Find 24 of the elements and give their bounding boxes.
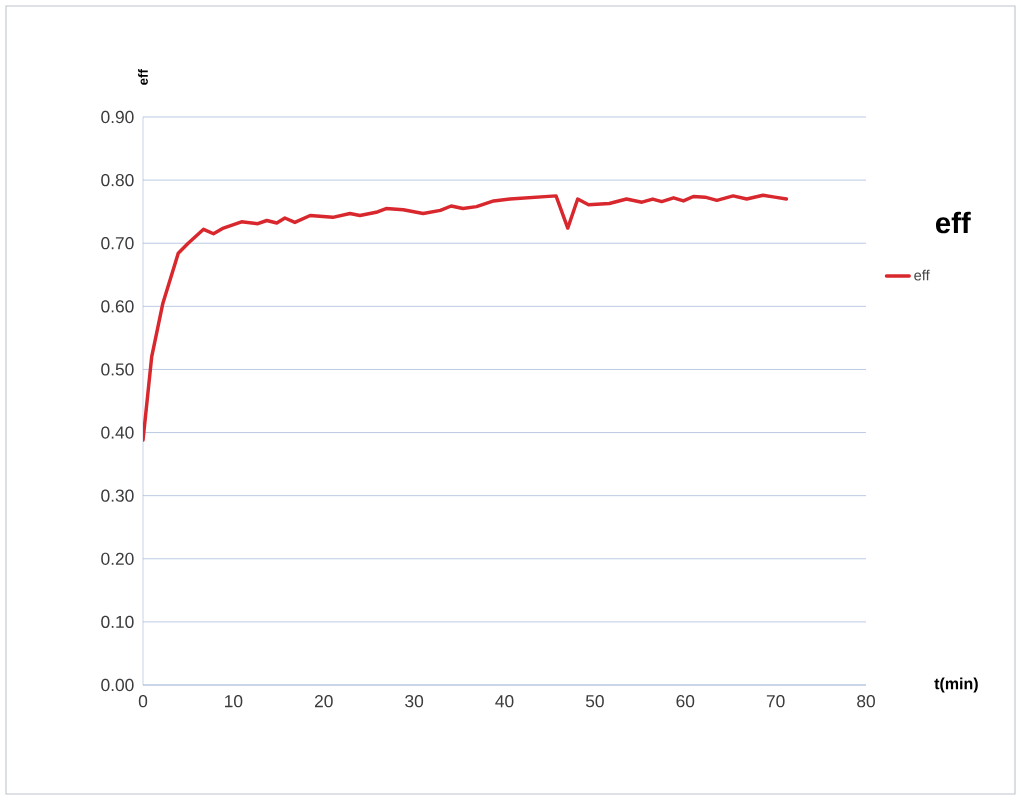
y-tick-label: 0.00 bbox=[101, 678, 134, 692]
x-axis-title: t(min) bbox=[934, 677, 978, 693]
y-tick-label: 0.20 bbox=[101, 552, 134, 565]
legend-label: eff bbox=[914, 269, 930, 281]
y-tick-label: 0.40 bbox=[101, 426, 134, 439]
text: eff bbox=[935, 211, 971, 234]
y-tick-label: 0.50 bbox=[101, 363, 134, 376]
x-tick-label: 60 bbox=[676, 695, 695, 708]
line-series bbox=[143, 193, 789, 442]
y-axis-title: eff bbox=[138, 69, 148, 85]
y-tick-label: 0.90 bbox=[101, 110, 134, 124]
x-tick-label: 20 bbox=[314, 695, 333, 708]
x-tick-label: 50 bbox=[585, 695, 604, 708]
x-tick-label: 80 bbox=[857, 695, 875, 708]
y-tick-label: 0.70 bbox=[101, 237, 134, 250]
x-tick-label: 30 bbox=[405, 695, 424, 708]
y-tick-label: 0.10 bbox=[101, 615, 134, 629]
x-tick-label: 0 bbox=[138, 695, 148, 708]
x-tick-label: 10 bbox=[225, 695, 243, 708]
y-tick-label: 0.60 bbox=[101, 300, 134, 313]
y-tick-label: 0.30 bbox=[101, 489, 134, 502]
x-tick-label: 70 bbox=[766, 695, 785, 708]
y-tick-label: 0.80 bbox=[101, 173, 134, 187]
x-tick-label: 40 bbox=[495, 695, 514, 708]
